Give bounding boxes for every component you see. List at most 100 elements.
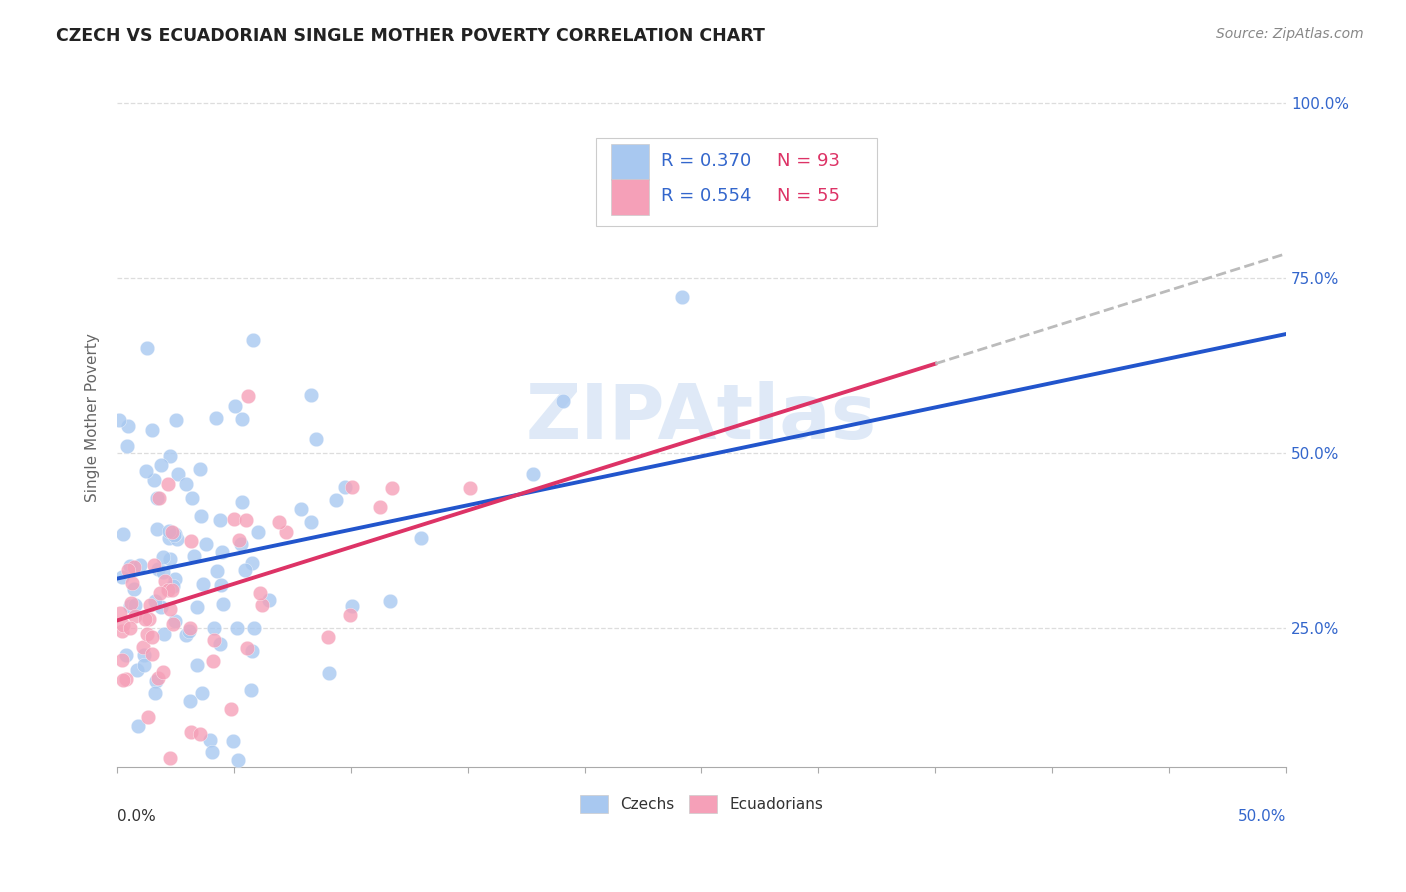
Point: [111, 653, 134, 667]
Point: [316, 630, 339, 644]
Point: [124, 582, 146, 596]
Point: [143, 594, 166, 608]
Point: [159, 449, 181, 463]
Point: [149, 585, 172, 599]
Point: [112, 673, 135, 688]
Point: [267, 515, 290, 529]
Text: 0.0%: 0.0%: [117, 809, 156, 824]
Point: [110, 606, 132, 620]
Point: [205, 410, 228, 425]
Point: [180, 534, 202, 549]
FancyBboxPatch shape: [596, 138, 877, 226]
Point: [124, 608, 146, 623]
Point: [157, 531, 180, 545]
Point: [671, 290, 693, 304]
Point: [231, 412, 253, 426]
Point: [276, 525, 298, 540]
Point: [136, 341, 159, 355]
Point: [162, 579, 184, 593]
FancyBboxPatch shape: [612, 179, 648, 215]
Point: [120, 599, 142, 614]
Point: [183, 549, 205, 564]
Point: [208, 637, 231, 651]
Point: [222, 734, 245, 748]
Point: [188, 462, 211, 476]
Point: [150, 458, 173, 472]
Point: [551, 393, 574, 408]
Point: [135, 627, 157, 641]
Point: [112, 618, 135, 632]
Point: [342, 599, 364, 614]
Point: [249, 586, 271, 600]
Text: N = 55: N = 55: [778, 187, 841, 205]
Text: R = 0.370: R = 0.370: [661, 153, 751, 170]
Point: [159, 750, 181, 764]
Point: [141, 630, 163, 644]
Point: [159, 551, 181, 566]
Text: R = 0.554: R = 0.554: [661, 187, 751, 205]
Point: [236, 640, 259, 655]
Point: [236, 389, 259, 403]
Point: [112, 527, 135, 541]
Point: [141, 648, 163, 662]
Point: [229, 537, 252, 551]
Point: [146, 562, 169, 576]
Point: [136, 710, 159, 724]
Point: [224, 399, 246, 413]
Point: [188, 727, 211, 741]
Point: [150, 600, 173, 615]
Point: [142, 473, 165, 487]
Point: [174, 628, 197, 642]
Point: [114, 672, 136, 686]
Point: [157, 477, 180, 491]
Point: [257, 592, 280, 607]
Point: [228, 533, 250, 547]
Text: ZIPAtlas: ZIPAtlas: [526, 381, 877, 455]
Point: [177, 624, 200, 638]
Point: [209, 513, 232, 527]
Point: [409, 531, 432, 545]
Point: [228, 753, 250, 767]
Point: [120, 596, 142, 610]
Point: [138, 612, 160, 626]
Point: [305, 432, 328, 446]
Point: [378, 594, 401, 608]
Point: [201, 745, 224, 759]
Point: [152, 565, 174, 579]
Point: [131, 640, 153, 655]
Point: [333, 479, 356, 493]
Point: [121, 576, 143, 591]
Point: [202, 621, 225, 635]
Text: Source: ZipAtlas.com: Source: ZipAtlas.com: [1216, 27, 1364, 41]
Point: [198, 732, 221, 747]
Y-axis label: Single Mother Poverty: Single Mother Poverty: [86, 334, 100, 502]
Point: [128, 558, 150, 572]
Point: [191, 577, 214, 591]
Point: [115, 648, 138, 662]
Point: [134, 657, 156, 672]
Point: [180, 724, 202, 739]
Point: [143, 686, 166, 700]
Point: [162, 617, 184, 632]
Point: [318, 665, 340, 680]
Point: [152, 550, 174, 565]
Point: [205, 564, 228, 578]
Point: [226, 621, 249, 635]
Point: [141, 423, 163, 437]
Point: [368, 500, 391, 515]
Point: [111, 569, 134, 583]
Point: [166, 467, 188, 481]
Point: [339, 607, 361, 622]
Point: [127, 663, 149, 677]
Point: [235, 563, 257, 577]
Point: [195, 537, 218, 551]
Legend: Czechs, Ecuadorians: Czechs, Ecuadorians: [574, 789, 830, 819]
Point: [159, 601, 181, 615]
Point: [146, 491, 169, 505]
Point: [176, 476, 198, 491]
Point: [108, 412, 131, 426]
Point: [115, 439, 138, 453]
Point: [163, 528, 186, 542]
Point: [242, 333, 264, 347]
Point: [153, 627, 176, 641]
